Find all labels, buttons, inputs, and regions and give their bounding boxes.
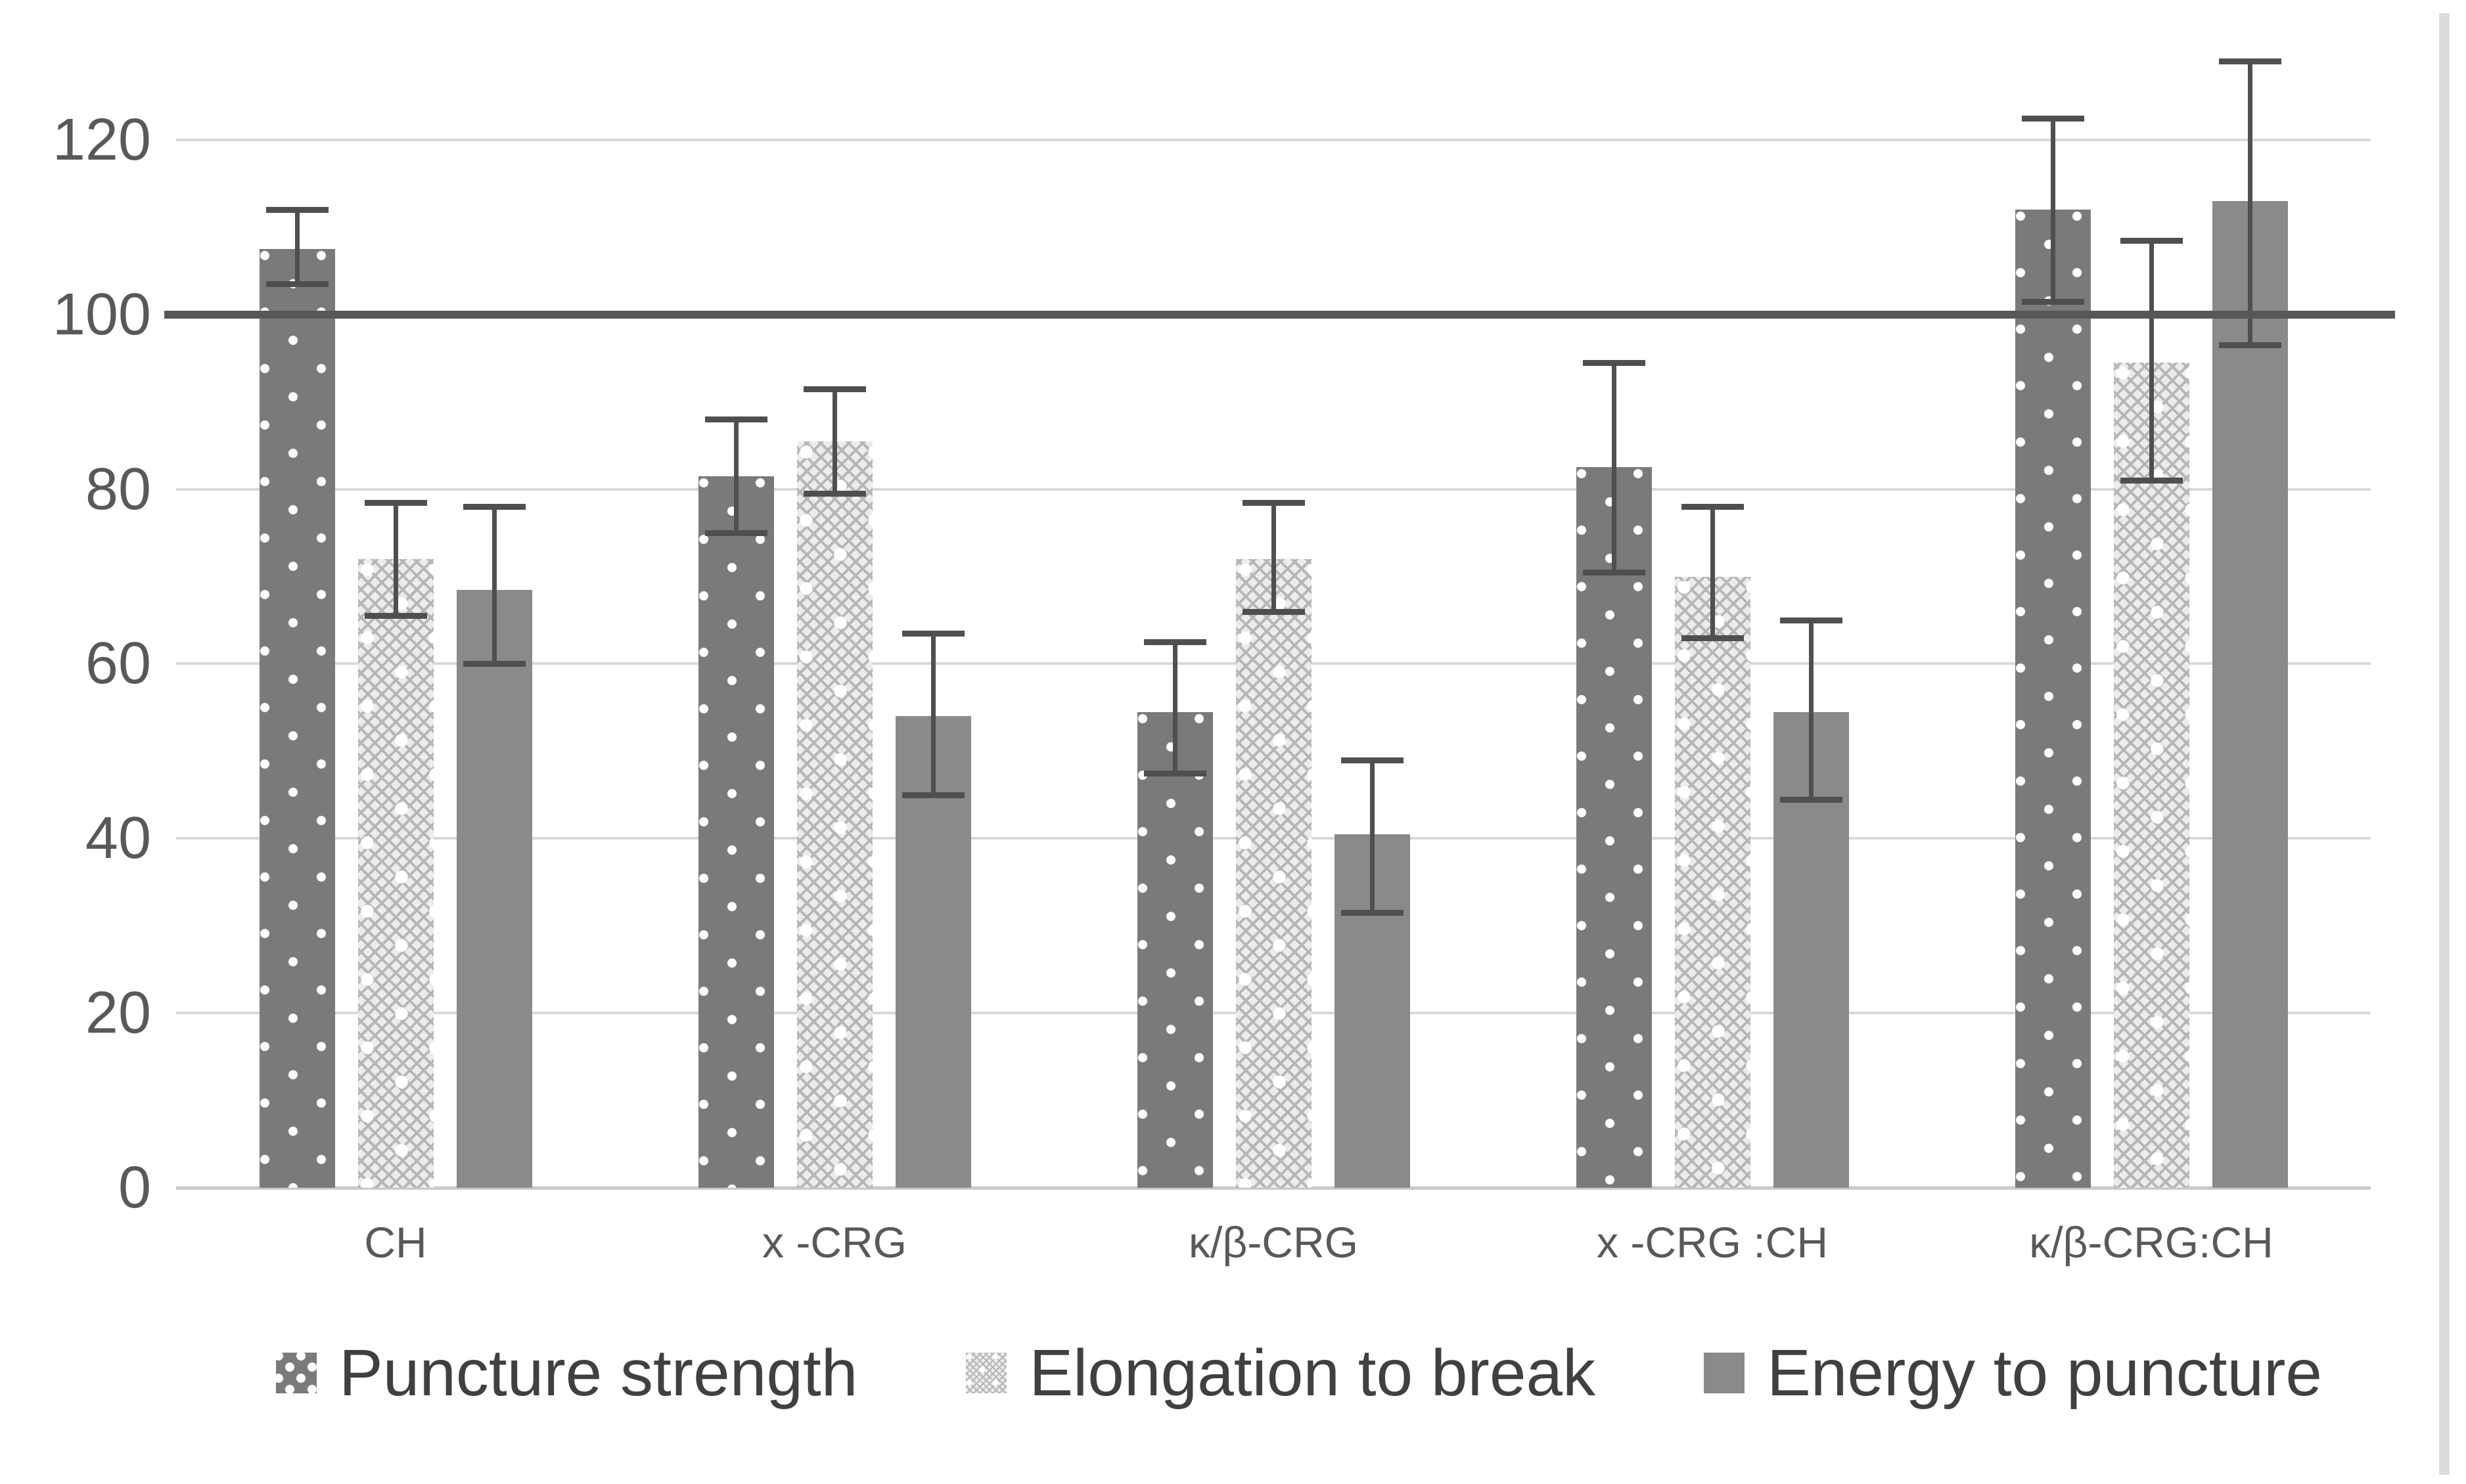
- reference-line-100: [164, 310, 2395, 319]
- x-axis-category-label: x -CRG :CH: [1597, 1218, 1828, 1267]
- y-axis-tick-label: 120: [52, 106, 151, 173]
- legend-item: Puncture strength: [276, 1337, 857, 1409]
- y-axis-tick-label: 20: [85, 980, 151, 1046]
- bar: [2113, 362, 2189, 1188]
- legend-item: Energy to puncture: [1704, 1337, 2322, 1409]
- bar: [2015, 210, 2091, 1188]
- bar: [1137, 711, 1213, 1188]
- legend-swatch-icon: [1704, 1353, 1745, 1393]
- gridline: [176, 138, 2371, 141]
- error-bar-top-cap: [704, 416, 767, 423]
- bar: [259, 249, 335, 1188]
- error-bar-stem: [1370, 759, 1375, 913]
- error-bar-bottom-cap: [1143, 770, 1206, 776]
- error-bar-stem: [2051, 118, 2055, 302]
- error-bar-top-cap: [1242, 499, 1305, 506]
- error-bar-top-cap: [1779, 618, 1842, 624]
- error-bar-stem: [295, 210, 300, 284]
- error-bar-top-cap: [265, 207, 329, 214]
- error-bar-top-cap: [2218, 58, 2281, 65]
- gridline: [176, 487, 2371, 491]
- error-bar-bottom-cap: [1582, 569, 1645, 575]
- error-bar-stem: [1809, 620, 1814, 799]
- error-bar-top-cap: [364, 499, 427, 506]
- bar: [1674, 576, 1750, 1188]
- legend-item: Elongation to break: [966, 1337, 1595, 1409]
- error-bar-stem: [734, 419, 739, 533]
- legend-swatch-icon: [966, 1353, 1007, 1393]
- error-bar-bottom-cap: [364, 613, 427, 619]
- error-bar-top-cap: [902, 630, 965, 637]
- error-bar-bottom-cap: [1681, 635, 1744, 641]
- error-bar-stem: [1710, 506, 1715, 638]
- window-edge-strip: [2439, 13, 2450, 1475]
- error-bar-stem: [394, 502, 398, 616]
- bar: [456, 589, 532, 1188]
- error-bar-bottom-cap: [2021, 298, 2084, 305]
- error-bar-bottom-cap: [265, 281, 329, 288]
- x-axis-line: [176, 1186, 2371, 1190]
- error-bar-stem: [492, 506, 497, 664]
- error-bar-top-cap: [1340, 757, 1404, 763]
- error-bar-stem: [2248, 61, 2252, 346]
- error-bar-top-cap: [1143, 639, 1206, 646]
- bar: [357, 558, 434, 1188]
- bar: [1576, 467, 1652, 1188]
- legend-label: Puncture strength: [339, 1336, 858, 1410]
- y-axis-tick-label: 60: [85, 631, 151, 697]
- legend-label: Elongation to break: [1029, 1336, 1596, 1410]
- bar: [796, 441, 873, 1188]
- error-bar-top-cap: [2120, 237, 2183, 244]
- error-bar-bottom-cap: [2120, 478, 2183, 484]
- chart-legend: Puncture strength Elongation to break Ener…: [276, 1337, 2322, 1409]
- error-bar-bottom-cap: [1779, 796, 1842, 803]
- error-bar-top-cap: [1582, 359, 1645, 366]
- x-axis-category-label: κ/β-CRG:CH: [2029, 1218, 2273, 1267]
- error-bar-stem: [2149, 240, 2154, 481]
- error-bar-stem: [1271, 502, 1276, 612]
- legend-label: Energy to puncture: [1767, 1336, 2323, 1410]
- error-bar-stem: [1173, 642, 1177, 773]
- error-bar-stem: [1612, 362, 1616, 572]
- error-bar-bottom-cap: [463, 661, 526, 667]
- error-bar-bottom-cap: [803, 491, 866, 497]
- error-bar-bottom-cap: [902, 792, 965, 798]
- x-axis-category-label: CH: [364, 1218, 427, 1267]
- y-axis-tick-label: 0: [118, 1155, 151, 1221]
- y-axis-tick-label: 40: [85, 805, 151, 872]
- error-bar-bottom-cap: [704, 530, 767, 537]
- error-bar-top-cap: [463, 504, 526, 510]
- x-axis-category-label: κ/β-CRG: [1189, 1218, 1358, 1267]
- error-bar-stem: [833, 388, 837, 494]
- error-bar-top-cap: [1681, 504, 1744, 510]
- bar: [698, 476, 774, 1188]
- y-axis-tick-label: 100: [52, 281, 151, 348]
- error-bar-bottom-cap: [2218, 342, 2281, 349]
- error-bar-stem: [931, 633, 936, 795]
- bar: [2212, 201, 2288, 1188]
- x-axis-category-label: x -CRG: [762, 1218, 907, 1267]
- error-bar-top-cap: [803, 386, 866, 392]
- error-bar-top-cap: [2021, 115, 2084, 122]
- bar: [1235, 558, 1312, 1188]
- y-axis-tick-label: 80: [85, 456, 151, 522]
- legend-swatch-icon: [276, 1353, 317, 1393]
- error-bar-bottom-cap: [1242, 608, 1305, 615]
- error-bar-bottom-cap: [1340, 910, 1404, 916]
